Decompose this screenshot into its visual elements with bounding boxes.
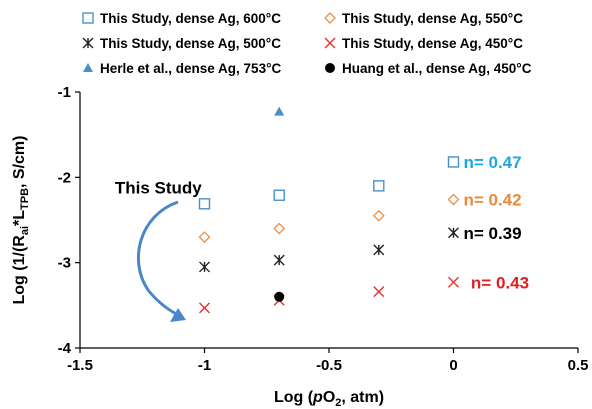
y-title-subscript: ai bbox=[19, 226, 31, 235]
y-tick-label: -2 bbox=[58, 169, 71, 186]
legend-label: This Study, dense Ag, 600°C bbox=[100, 11, 281, 26]
data-point bbox=[448, 227, 459, 239]
x-tick-label: 0 bbox=[449, 357, 457, 374]
data-point bbox=[273, 254, 285, 266]
legend-marker bbox=[83, 63, 93, 72]
legend-entry: Huang et al., dense Ag, 450°C bbox=[325, 61, 532, 76]
legend-entry: This Study, dense Ag, 600°C bbox=[82, 11, 281, 26]
y-title-part: , S/cm) bbox=[11, 136, 28, 188]
curved-arrow-head bbox=[170, 308, 186, 322]
legend-entry: This Study, dense Ag, 550°C bbox=[324, 11, 523, 26]
this-study-label: This Study bbox=[115, 179, 202, 198]
legend-label: This Study, dense Ag, 450°C bbox=[342, 36, 523, 51]
x-tick-label: -0.5 bbox=[316, 357, 342, 374]
axes: -1.5 -1 -0.5 0 0.5 -4 -3 -2 -1 bbox=[58, 84, 589, 374]
y-title-subscript: TPB bbox=[19, 188, 31, 210]
legend-marker bbox=[324, 37, 336, 49]
data-point bbox=[273, 222, 286, 235]
data-point bbox=[372, 209, 385, 222]
data-marks bbox=[198, 106, 460, 314]
x-title-part: p bbox=[312, 389, 323, 406]
series-5 bbox=[274, 291, 285, 302]
legend-label: This Study, dense Ag, 550°C bbox=[342, 11, 523, 26]
data-point bbox=[198, 231, 211, 243]
legend-label: This Study, dense Ag, 500°C bbox=[100, 36, 281, 51]
series-1 bbox=[198, 193, 460, 243]
data-point bbox=[199, 302, 210, 314]
data-point bbox=[373, 286, 385, 298]
x-title-part: Log ( bbox=[274, 389, 314, 406]
y-axis-title: Log (1/(Rai*LTPB, S/cm) bbox=[11, 136, 31, 305]
legend-marker bbox=[325, 63, 335, 73]
legend-marker bbox=[82, 37, 94, 49]
y-title-part: Log (1/(R bbox=[11, 235, 28, 305]
y-tick-label: -3 bbox=[58, 255, 71, 272]
x-axis-title: Log (pO2, atm) bbox=[274, 389, 384, 409]
data-point bbox=[448, 276, 459, 288]
series-4 bbox=[274, 106, 285, 116]
curved-arrow bbox=[136, 200, 181, 318]
legend-marker bbox=[82, 12, 94, 24]
annotations: n= 0.47 n= 0.42 n= 0.39 n= 0.43 This Study bbox=[115, 153, 529, 292]
legend: This Study, dense Ag, 600°C This Study, d… bbox=[82, 11, 532, 76]
data-point bbox=[447, 156, 460, 168]
x-title-part: , atm) bbox=[341, 389, 384, 406]
y-title-part: *L bbox=[11, 210, 28, 226]
legend-entry: This Study, dense Ag, 450°C bbox=[324, 36, 523, 51]
data-point bbox=[273, 189, 285, 201]
data-point bbox=[373, 244, 385, 256]
data-point bbox=[199, 261, 210, 273]
data-point bbox=[274, 291, 285, 302]
data-point bbox=[274, 106, 285, 116]
data-point bbox=[447, 193, 460, 206]
legend-entry: Herle et al., dense Ag, 753°C bbox=[83, 61, 281, 76]
x-tick-label: -1.5 bbox=[67, 357, 93, 374]
x-title-part: O bbox=[323, 389, 335, 406]
series-3 bbox=[199, 276, 459, 314]
x-title-subscript: 2 bbox=[335, 397, 341, 409]
x-tick-label: -1 bbox=[198, 357, 211, 374]
data-point bbox=[373, 180, 385, 192]
x-tick-label: 0.5 bbox=[568, 357, 589, 374]
series-0 bbox=[198, 156, 460, 210]
legend-label: Huang et al., dense Ag, 450°C bbox=[342, 61, 532, 76]
data-point bbox=[198, 198, 211, 210]
slope-annotation: n= 0.43 bbox=[471, 273, 529, 292]
slope-annotation: n= 0.47 bbox=[463, 153, 521, 172]
y-tick-label: -4 bbox=[58, 340, 72, 357]
legend-entry: This Study, dense Ag, 500°C bbox=[82, 36, 281, 51]
series-2 bbox=[199, 227, 459, 273]
slope-annotation: n= 0.39 bbox=[463, 224, 521, 243]
legend-label: Herle et al., dense Ag, 753°C bbox=[100, 61, 281, 76]
slope-annotation: n= 0.42 bbox=[463, 191, 521, 210]
y-tick-label: -1 bbox=[58, 84, 71, 101]
legend-marker bbox=[324, 12, 336, 24]
